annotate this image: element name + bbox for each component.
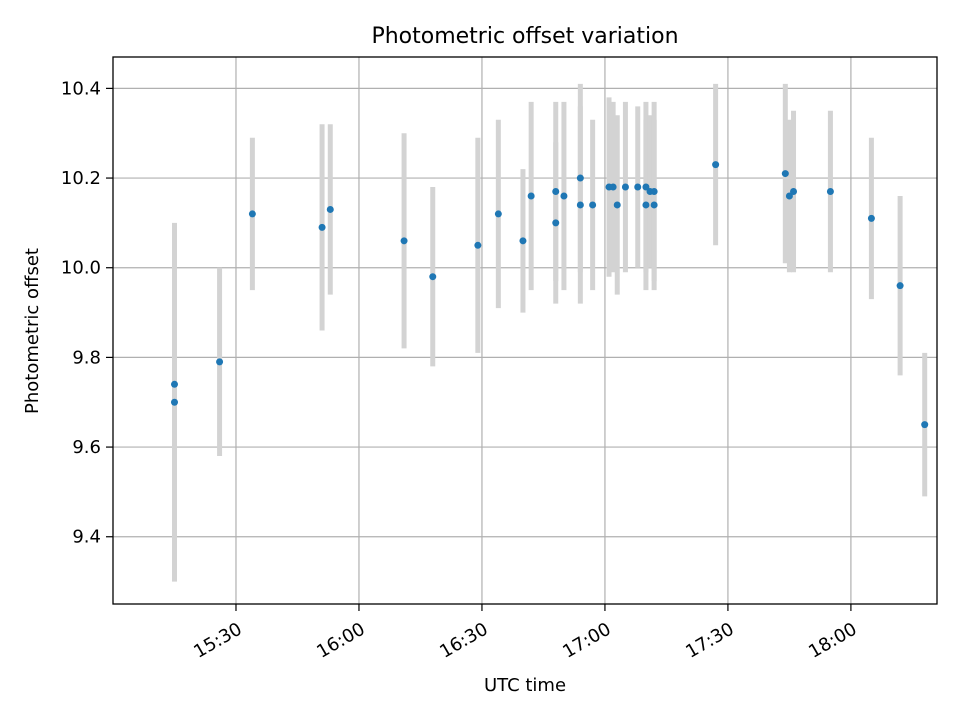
data-point bbox=[552, 219, 560, 227]
data-point bbox=[790, 188, 798, 196]
chart-title: Photometric offset variation bbox=[371, 24, 678, 49]
data-point bbox=[400, 237, 408, 245]
data-point bbox=[642, 201, 650, 209]
data-point bbox=[474, 241, 482, 249]
data-point bbox=[621, 183, 629, 191]
y-axis-title: Photometric offset bbox=[22, 248, 43, 414]
data-point bbox=[896, 282, 904, 290]
data-point bbox=[642, 183, 650, 191]
data-point bbox=[921, 421, 929, 429]
data-point bbox=[576, 174, 584, 182]
data-point bbox=[634, 183, 642, 191]
data-point bbox=[494, 210, 502, 218]
y-tick-label: 10.4 bbox=[61, 78, 101, 99]
data-point bbox=[589, 201, 597, 209]
data-point bbox=[527, 192, 535, 200]
data-point bbox=[552, 188, 560, 196]
data-point bbox=[826, 188, 834, 196]
data-point bbox=[785, 192, 793, 200]
plot-frame bbox=[112, 56, 938, 605]
data-point bbox=[326, 205, 334, 213]
data-point bbox=[216, 358, 224, 366]
data-point bbox=[560, 192, 568, 200]
data-point bbox=[712, 161, 720, 169]
data-point bbox=[576, 201, 584, 209]
data-point bbox=[609, 183, 617, 191]
data-point bbox=[650, 188, 658, 196]
data-point bbox=[170, 398, 178, 406]
y-tick-label: 9.4 bbox=[72, 527, 101, 548]
point-layer bbox=[170, 161, 929, 429]
data-point bbox=[170, 380, 178, 388]
data-point bbox=[519, 237, 527, 245]
data-point bbox=[613, 201, 621, 209]
y-tick-label: 10.2 bbox=[61, 168, 101, 189]
data-point bbox=[650, 201, 658, 209]
data-point bbox=[429, 273, 437, 281]
x-axis-title: UTC time bbox=[484, 675, 566, 696]
y-tick-label: 9.6 bbox=[72, 437, 101, 458]
data-point bbox=[867, 214, 875, 222]
y-tick-label: 9.8 bbox=[72, 347, 101, 368]
data-point bbox=[781, 170, 789, 178]
data-point bbox=[318, 223, 326, 231]
y-tick-label: 10.0 bbox=[61, 258, 101, 279]
data-point bbox=[248, 210, 256, 218]
